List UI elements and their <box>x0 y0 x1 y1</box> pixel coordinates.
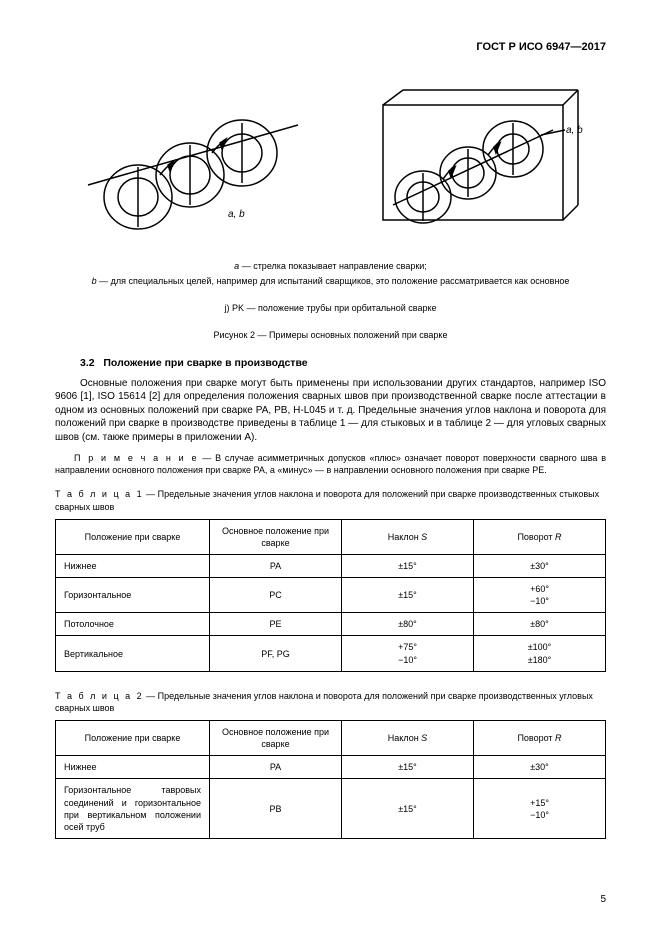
table-row: Горизонтальное PC ±15° +60° −10° <box>56 578 606 613</box>
t2r1c1: Нижнее <box>56 756 210 779</box>
section-number: 3.2 <box>80 357 95 369</box>
table1-header-row: Положение при сварке Основное положение … <box>56 519 606 554</box>
t2r2c1: Горизонтальное тавровых соединений и гор… <box>56 779 210 839</box>
table2-h3: Наклон S <box>342 721 474 756</box>
table1-caption: Т а б л и ц а 1 — Предельные значения уг… <box>55 488 606 512</box>
table1-h4: Поворот R <box>474 519 606 554</box>
figure2-caption: Рисунок 2 — Примеры основных положений п… <box>55 329 606 341</box>
paragraph-1: Основные положения при сварке могут быть… <box>55 377 606 445</box>
table1-h3: Наклон S <box>342 519 474 554</box>
table-row: Потолочное PE ±80° ±80° <box>56 613 606 636</box>
table1-h1: Положение при сварке <box>56 519 210 554</box>
caption-b: b — для специальных целей, например для … <box>55 275 606 287</box>
t1r4c2: PF, PG <box>210 636 342 671</box>
page-container: ГОСТ Р ИСО 6947—2017 <box>0 0 661 936</box>
table2-caption: Т а б л и ц а 2 — Предельные значения уг… <box>55 690 606 714</box>
t1r1c1: Нижнее <box>56 554 210 577</box>
table-row: Горизонтальное тавровых соединений и гор… <box>56 779 606 839</box>
section-title: 3.2 Положение при сварке в производстве <box>55 356 606 370</box>
t2r2c2: PB <box>210 779 342 839</box>
t1r3c3: ±80° <box>342 613 474 636</box>
t1r3c2: PE <box>210 613 342 636</box>
t1r2c2: PC <box>210 578 342 613</box>
t2r2c4: +15° −10° <box>474 779 606 839</box>
section-heading: Положение при сварке в производстве <box>103 357 307 369</box>
svg-text:a, b: a, b <box>566 125 583 136</box>
table1-h2: Основное положение при сварке <box>210 519 342 554</box>
caption-j: j) PK — положение трубы при орбитальной … <box>55 302 606 314</box>
t1r4c1: Вертикальное <box>56 636 210 671</box>
page-number: 5 <box>600 893 606 907</box>
table1-caption-label: Т а б л и ц а 1 <box>55 489 144 499</box>
table2-h4: Поворот R <box>474 721 606 756</box>
table2-caption-label: Т а б л и ц а 2 <box>55 691 144 701</box>
table-row: Нижнее PA ±15° ±30° <box>56 756 606 779</box>
t1r2c4: +60° −10° <box>474 578 606 613</box>
svg-text:a, b: a, b <box>228 209 245 220</box>
table2-h2: Основное положение при сварке <box>210 721 342 756</box>
t2r1c3: ±15° <box>342 756 474 779</box>
table1: Положение при сварке Основное положение … <box>55 519 606 672</box>
caption-a: а — стрелка показывает направление сварк… <box>55 260 606 272</box>
t2r1c2: PA <box>210 756 342 779</box>
t1r1c3: ±15° <box>342 554 474 577</box>
table-row: Вертикальное PF, PG +75° −10° ±100° ±180… <box>56 636 606 671</box>
t1r1c2: PA <box>210 554 342 577</box>
t1r4c3: +75° −10° <box>342 636 474 671</box>
t1r3c4: ±80° <box>474 613 606 636</box>
t2r2c3: ±15° <box>342 779 474 839</box>
t1r2c3: ±15° <box>342 578 474 613</box>
document-header: ГОСТ Р ИСО 6947—2017 <box>55 40 606 55</box>
t1r4c4: ±100° ±180° <box>474 636 606 671</box>
figures-row: a, b <box>55 75 606 235</box>
t1r2c1: Горизонтальное <box>56 578 210 613</box>
table2-header-row: Положение при сварке Основное положение … <box>56 721 606 756</box>
t2r1c4: ±30° <box>474 756 606 779</box>
note-paragraph: П р и м е ч а н и е — В случае асимметри… <box>55 452 606 476</box>
table-row: Нижнее PA ±15° ±30° <box>56 554 606 577</box>
figure-left-tubes: a, b <box>78 75 308 235</box>
t1r3c1: Потолочное <box>56 613 210 636</box>
t1r1c4: ±30° <box>474 554 606 577</box>
table2: Положение при сварке Основное положение … <box>55 720 606 839</box>
figure-right-tubes-in-box: a, b <box>353 75 583 235</box>
note-label: П р и м е ч а н и е <box>74 453 199 463</box>
table2-h1: Положение при сварке <box>56 721 210 756</box>
